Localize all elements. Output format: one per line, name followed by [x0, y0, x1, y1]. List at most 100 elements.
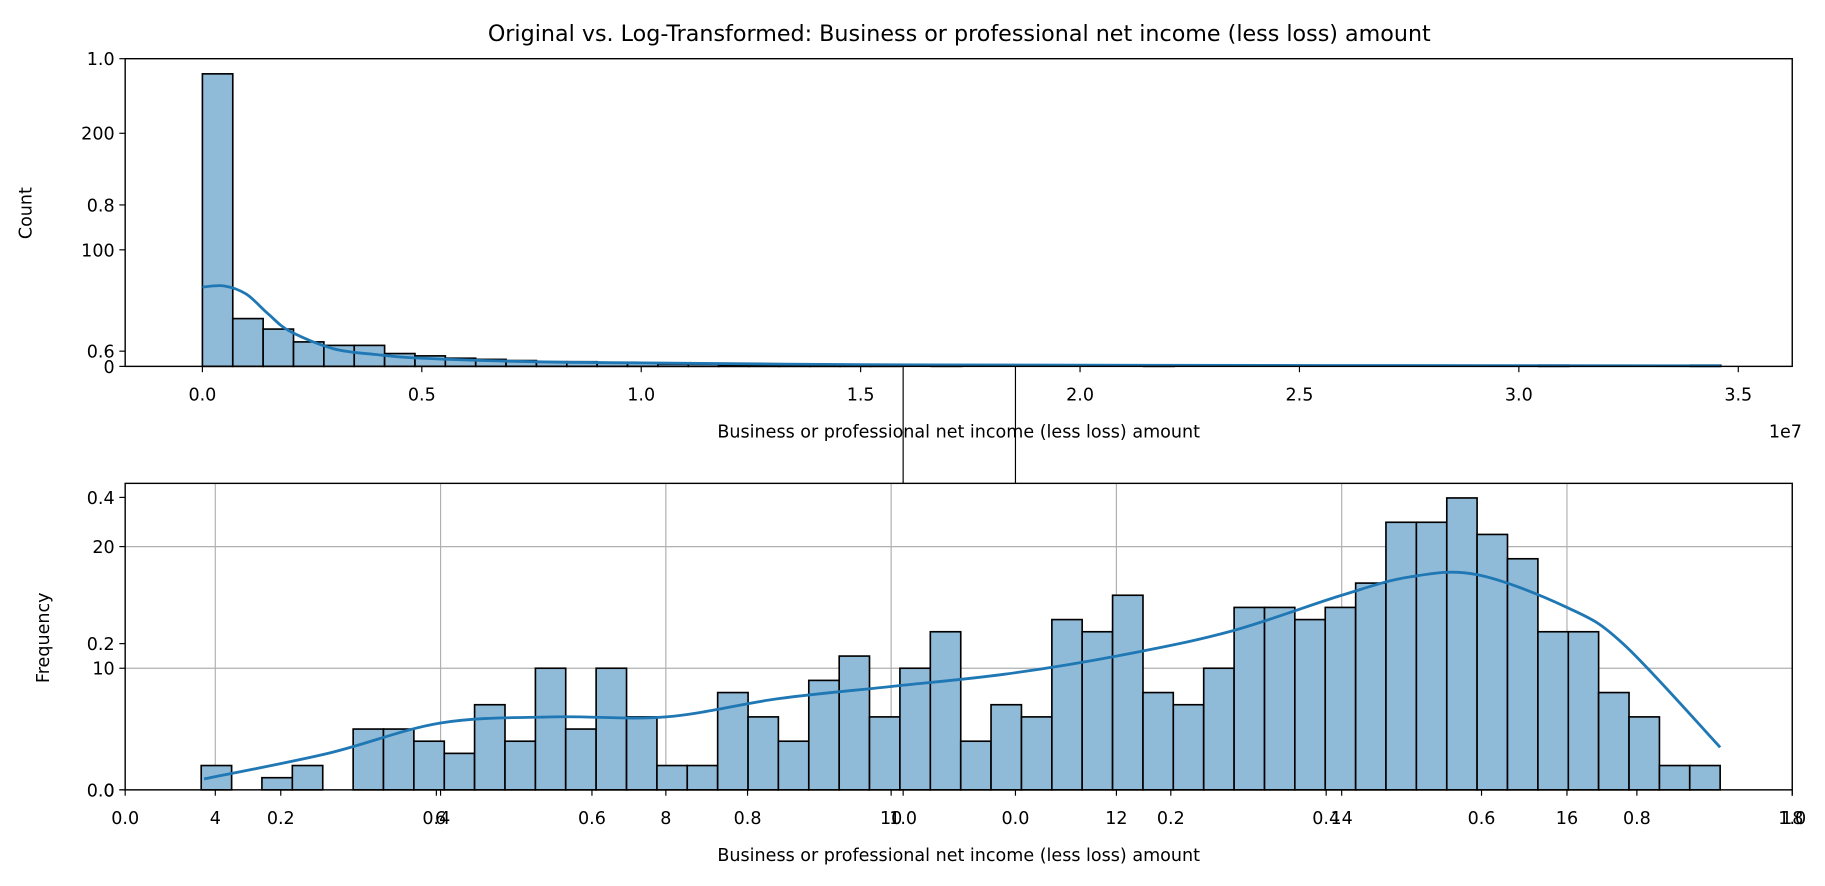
x-tick-label: 1.0 — [889, 809, 917, 829]
chart-title: Original vs. Log-Transformed: Business o… — [488, 21, 1431, 47]
bars — [200, 73, 1722, 791]
y-tick-label: 1.0 — [87, 50, 115, 70]
bar — [868, 716, 901, 791]
x-tick-label: 1.0 — [1778, 809, 1806, 829]
bar — [1415, 521, 1448, 791]
x-tick-label: 0.6 — [1468, 809, 1496, 829]
bar — [1172, 703, 1205, 791]
x-axis-label: Business or professional net income (les… — [717, 846, 1200, 866]
axes-frame — [124, 482, 1793, 791]
x-tick-label: 3.0 — [1505, 385, 1533, 405]
bar — [1385, 521, 1418, 791]
bar — [929, 630, 962, 791]
x-tick-label: 0.4 — [422, 809, 450, 829]
x-tick-label: 14 — [1331, 809, 1353, 829]
x-tick-label: 10 — [880, 809, 902, 829]
x-tick-label: 0.2 — [267, 809, 295, 829]
x-tick-label: 16 — [1556, 809, 1578, 829]
y-tick-label: 0.8 — [87, 196, 115, 216]
y-axis-label: Count — [17, 187, 37, 239]
x-tick-label: 0.8 — [1623, 809, 1651, 829]
bar — [1142, 691, 1175, 791]
bar — [1658, 764, 1691, 791]
bar — [1051, 618, 1083, 791]
x-offset-label: 1e7 — [1769, 423, 1802, 443]
x-tick-label: 0.4 — [1312, 809, 1340, 829]
bar — [959, 740, 992, 791]
x-tick-label: 8 — [660, 809, 671, 829]
bar — [1324, 606, 1357, 791]
bar — [625, 716, 658, 791]
bar — [564, 728, 597, 791]
bar — [656, 764, 689, 791]
bar — [899, 667, 932, 791]
x-tick-label: 4 — [210, 809, 221, 829]
y-axis-label: Frequency — [34, 592, 54, 683]
bar — [291, 764, 324, 791]
x-tick-label: 1.0 — [627, 385, 655, 405]
bar — [1597, 691, 1630, 791]
bar — [1294, 618, 1327, 791]
bar — [1263, 606, 1296, 791]
y-tick-label: 0.4 — [87, 489, 115, 509]
y-tick-label: 0 — [103, 781, 114, 801]
y-tick-label: 200 — [81, 125, 114, 145]
bar — [1020, 716, 1053, 791]
axes-overlay: 0.0 0.5 1.0 1.5 2.0 2.5 3.0 3.50100200Business … — [17, 50, 1807, 866]
axes-frame — [124, 57, 1793, 368]
x-tick-label: 0.6 — [578, 809, 606, 829]
bar — [807, 679, 841, 791]
kde-line — [203, 570, 1722, 781]
y-tick-label: 100 — [81, 241, 114, 261]
bar — [382, 728, 415, 791]
bar — [1445, 497, 1478, 791]
bar — [686, 764, 719, 791]
bar — [1111, 594, 1144, 791]
bar — [443, 752, 476, 791]
y-tick-label: 10 — [92, 660, 114, 680]
bar — [1567, 630, 1600, 791]
bar — [231, 317, 264, 368]
bar — [504, 740, 537, 791]
x-tick-label: 0.0 — [111, 809, 139, 829]
bar — [747, 716, 780, 791]
bar — [1202, 667, 1235, 791]
y-tick-label: 0.0 — [87, 781, 115, 801]
x-axis-label: Business or professional net income (les… — [717, 423, 1200, 443]
bar — [534, 667, 567, 791]
x-tick-label: 3.5 — [1724, 385, 1752, 405]
x-tick-label: 6 — [435, 809, 446, 829]
bar — [1476, 533, 1509, 791]
y-tick-label: 0.6 — [87, 343, 115, 363]
y-tick-label: 0 — [103, 358, 114, 378]
bar — [1233, 606, 1266, 791]
bar — [261, 776, 294, 791]
bar — [595, 667, 628, 791]
x-tick-label: 0.0 — [188, 385, 216, 405]
x-tick-label: 2.0 — [1066, 385, 1094, 405]
bar — [777, 740, 810, 791]
x-tick-label: 0.2 — [1157, 809, 1185, 829]
x-tick-label: 0.0 — [1002, 809, 1030, 829]
x-tick-label: 0.5 — [408, 385, 436, 405]
bar — [1506, 557, 1539, 791]
x-tick-label: 18 — [1781, 809, 1803, 829]
bar — [1688, 764, 1721, 791]
x-tick-label: 0.8 — [734, 809, 762, 829]
y-tick-label: 20 — [92, 538, 114, 558]
y-tick-label: 0.2 — [87, 635, 115, 655]
bar — [262, 328, 295, 368]
bar — [1628, 716, 1661, 791]
bar — [201, 73, 234, 368]
bar — [413, 740, 446, 791]
x-tick-label: 1.5 — [847, 385, 875, 405]
bar — [990, 703, 1023, 791]
x-tick-label: 2.5 — [1286, 385, 1314, 405]
bar — [838, 655, 871, 791]
x-tick-label: 12 — [1105, 809, 1127, 829]
bar — [1354, 582, 1387, 791]
kde-line — [202, 284, 1721, 368]
bar — [1081, 630, 1114, 791]
bar — [1537, 630, 1570, 791]
